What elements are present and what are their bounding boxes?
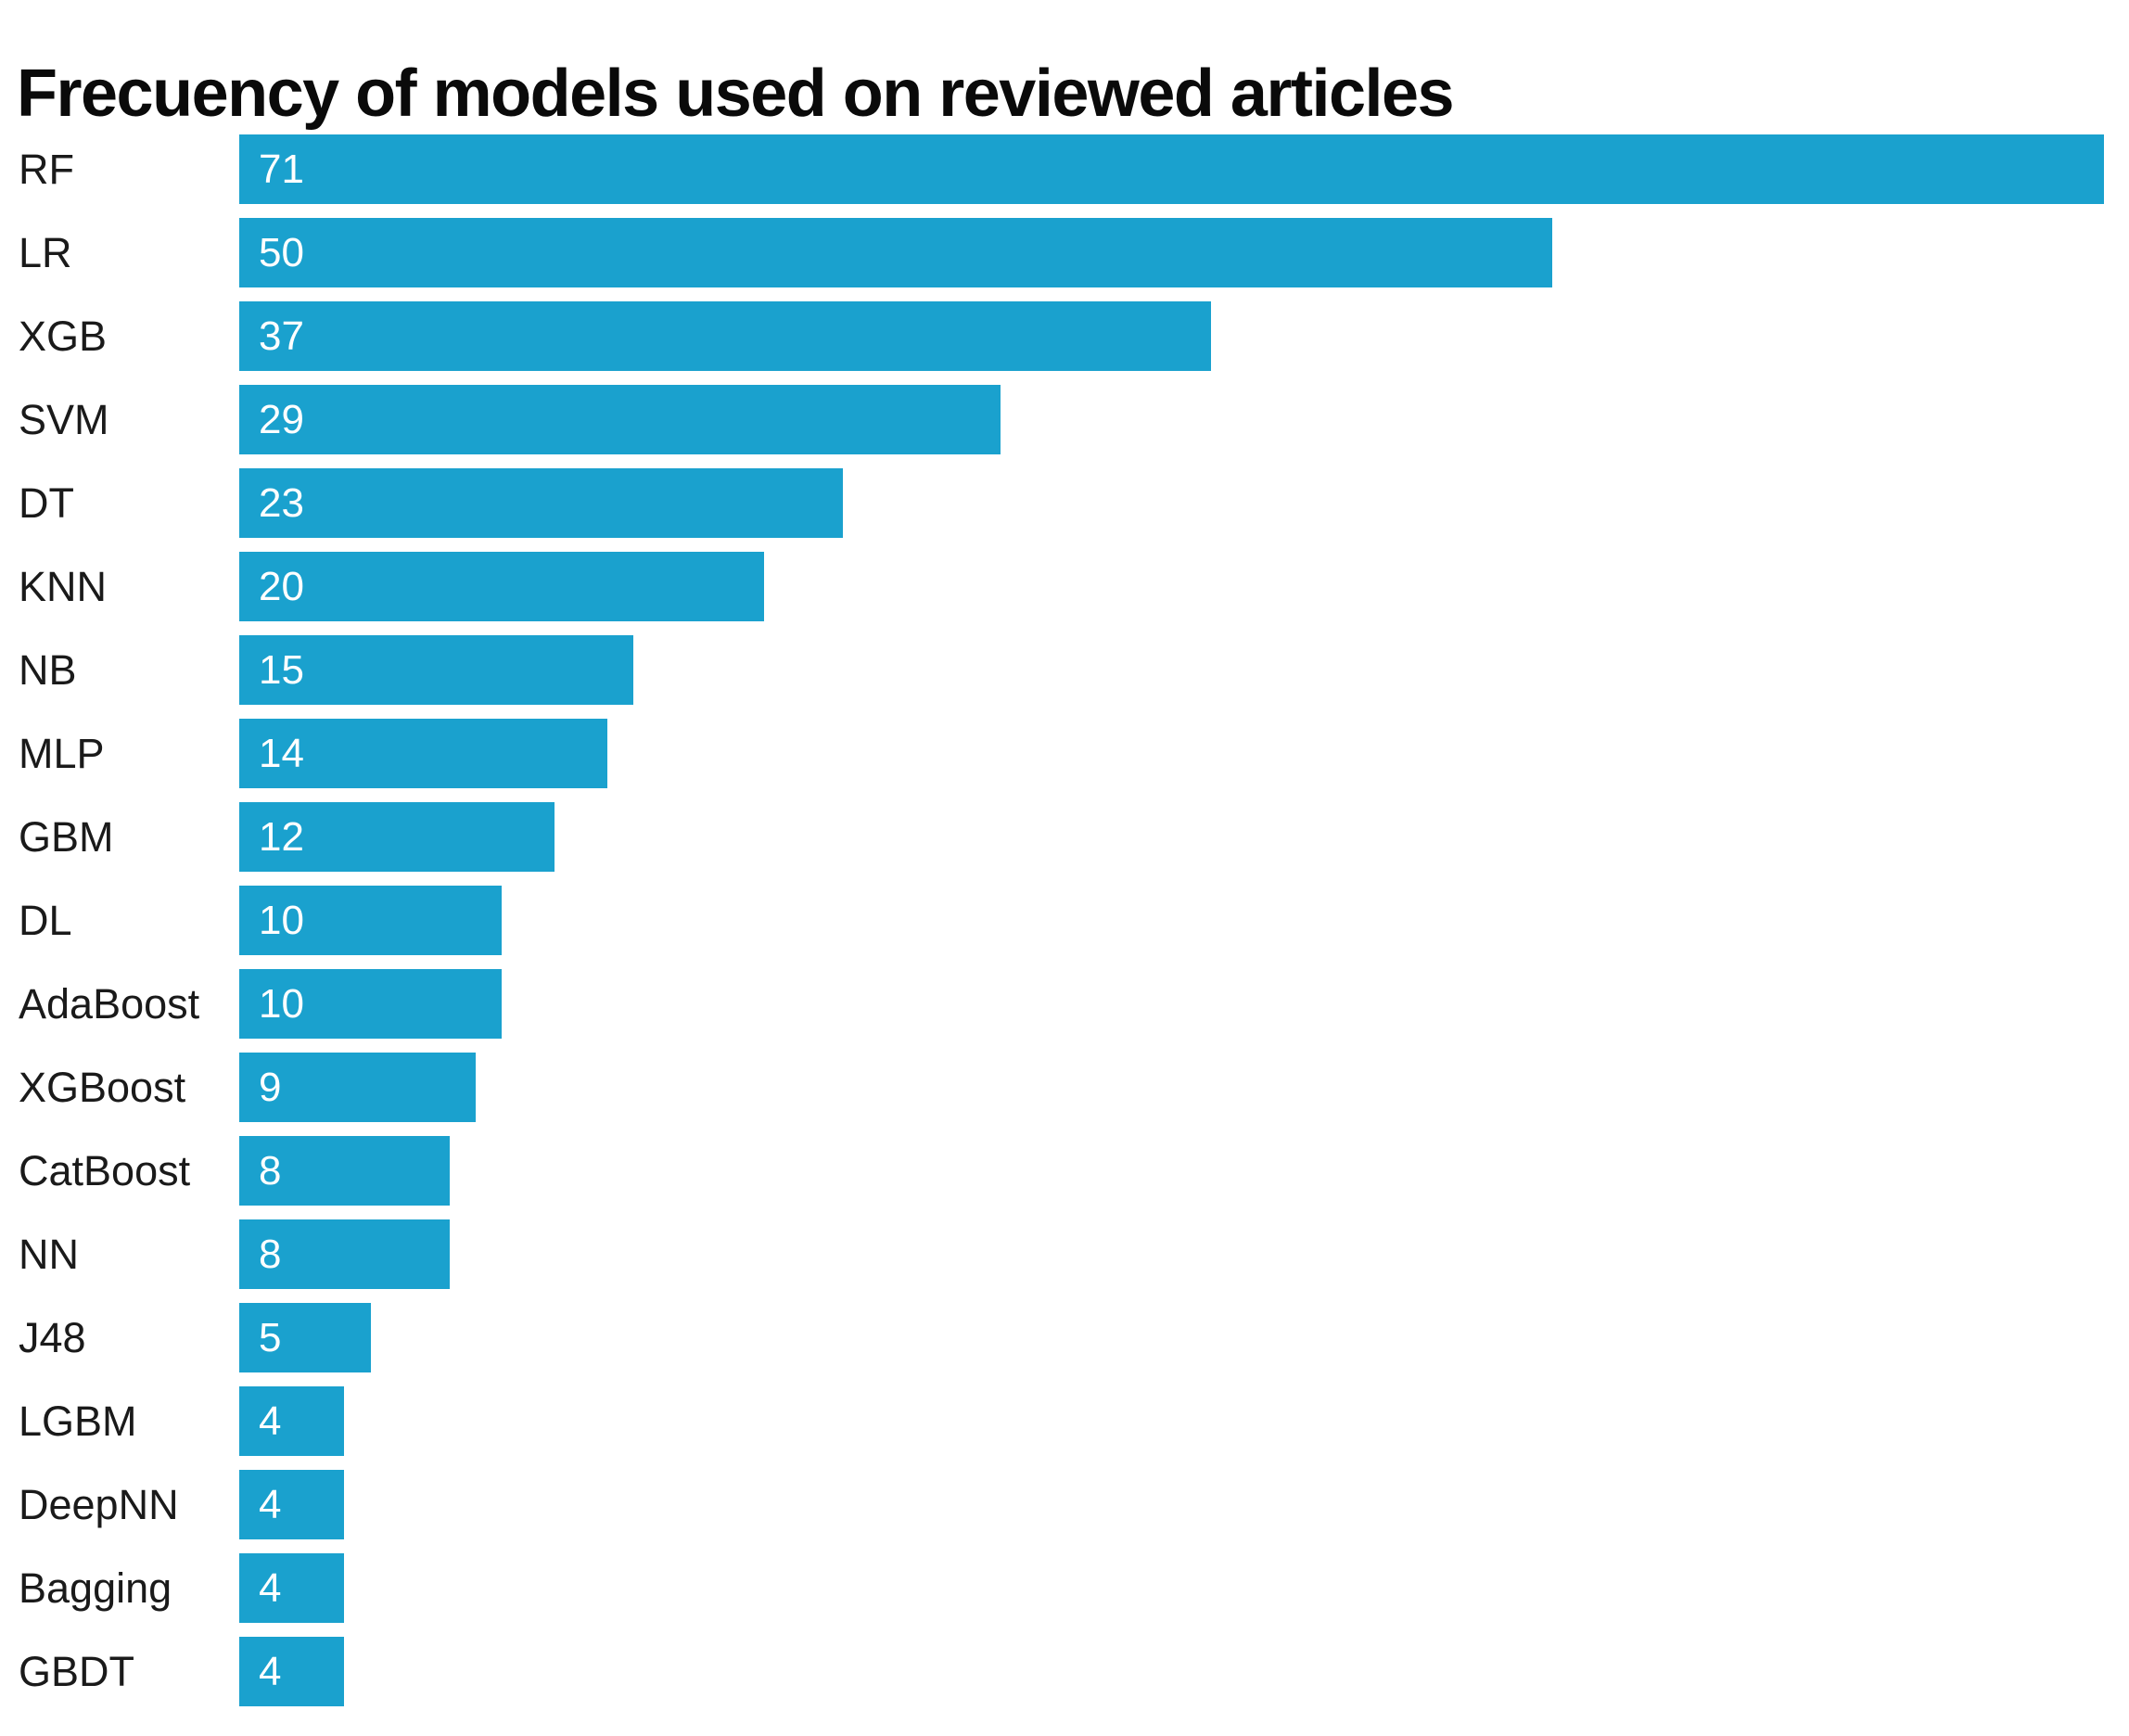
bar: 4 <box>239 1470 344 1539</box>
category-label: Bagging <box>19 1564 172 1612</box>
category-label: GBM <box>19 812 114 861</box>
value-label: 5 <box>259 1314 282 1360</box>
value-label: 37 <box>259 313 304 359</box>
chart-row: XGB 37 <box>0 301 2129 371</box>
category-label: RF <box>19 145 74 193</box>
chart-row: NB 15 <box>0 635 2129 705</box>
chart-row: DL 10 <box>0 886 2129 955</box>
value-label: 15 <box>259 646 304 693</box>
chart-row: KNN 20 <box>0 552 2129 621</box>
bar: 15 <box>239 635 633 705</box>
bar: 29 <box>239 385 1001 454</box>
chart-row: XGBoost 9 <box>0 1053 2129 1122</box>
category-label: GBDT <box>19 1647 135 1695</box>
bar: 8 <box>239 1219 450 1289</box>
bar: 10 <box>239 969 502 1039</box>
category-label: NB <box>19 645 77 694</box>
value-label: 4 <box>259 1648 282 1694</box>
bar: 20 <box>239 552 764 621</box>
bar: 4 <box>239 1553 344 1623</box>
value-label: 71 <box>259 146 304 192</box>
bar: 37 <box>239 301 1211 371</box>
chart-row: CatBoost 8 <box>0 1136 2129 1206</box>
bar: 14 <box>239 719 607 788</box>
category-label: AdaBoost <box>19 979 200 1028</box>
category-label: DL <box>19 896 72 944</box>
value-label: 20 <box>259 563 304 609</box>
category-label: NN <box>19 1230 79 1278</box>
value-label: 10 <box>259 897 304 943</box>
chart-row: DT 23 <box>0 468 2129 538</box>
category-label: MLP <box>19 729 105 777</box>
value-label: 4 <box>259 1481 282 1527</box>
chart-row: GBDT 4 <box>0 1637 2129 1706</box>
chart-row: MLP 14 <box>0 719 2129 788</box>
value-label: 4 <box>259 1398 282 1444</box>
bar: 10 <box>239 886 502 955</box>
category-label: CatBoost <box>19 1146 191 1194</box>
bar: 5 <box>239 1303 371 1372</box>
chart-row: SVM 29 <box>0 385 2129 454</box>
category-label: XGBoost <box>19 1063 186 1111</box>
value-label: 8 <box>259 1147 282 1194</box>
chart-row: Bagging 4 <box>0 1553 2129 1623</box>
chart-row: J48 5 <box>0 1303 2129 1372</box>
bar: 71 <box>239 134 2104 204</box>
bar: 50 <box>239 218 1552 287</box>
category-label: XGB <box>19 312 108 360</box>
chart-row: NN 8 <box>0 1219 2129 1289</box>
category-label: J48 <box>19 1313 86 1361</box>
value-label: 10 <box>259 980 304 1027</box>
value-label: 8 <box>259 1231 282 1277</box>
category-label: DeepNN <box>19 1480 179 1528</box>
value-label: 23 <box>259 479 304 526</box>
bar: 9 <box>239 1053 476 1122</box>
value-label: 12 <box>259 813 304 860</box>
value-label: 9 <box>259 1064 282 1110</box>
value-label: 50 <box>259 229 304 275</box>
value-label: 29 <box>259 396 304 442</box>
chart-row: GBM 12 <box>0 802 2129 872</box>
chart-row: DeepNN 4 <box>0 1470 2129 1539</box>
category-label: LR <box>19 228 72 276</box>
chart-row: AdaBoost 10 <box>0 969 2129 1039</box>
bar: 23 <box>239 468 843 538</box>
bar-chart: RF 71 LR 50 XGB 37 SVM 29 DT 23 KNN 20 <box>0 134 2129 1720</box>
category-label: SVM <box>19 395 109 443</box>
bar: 4 <box>239 1637 344 1706</box>
bar: 8 <box>239 1136 450 1206</box>
chart-row: LGBM 4 <box>0 1386 2129 1456</box>
bar: 12 <box>239 802 555 872</box>
chart-title: Frecuency of models used on reviewed art… <box>17 57 1455 132</box>
value-label: 14 <box>259 730 304 776</box>
chart-row: RF 71 <box>0 134 2129 204</box>
value-label: 4 <box>259 1564 282 1611</box>
category-label: DT <box>19 479 74 527</box>
chart-row: LR 50 <box>0 218 2129 287</box>
bar: 4 <box>239 1386 344 1456</box>
category-label: LGBM <box>19 1397 137 1445</box>
category-label: KNN <box>19 562 108 610</box>
